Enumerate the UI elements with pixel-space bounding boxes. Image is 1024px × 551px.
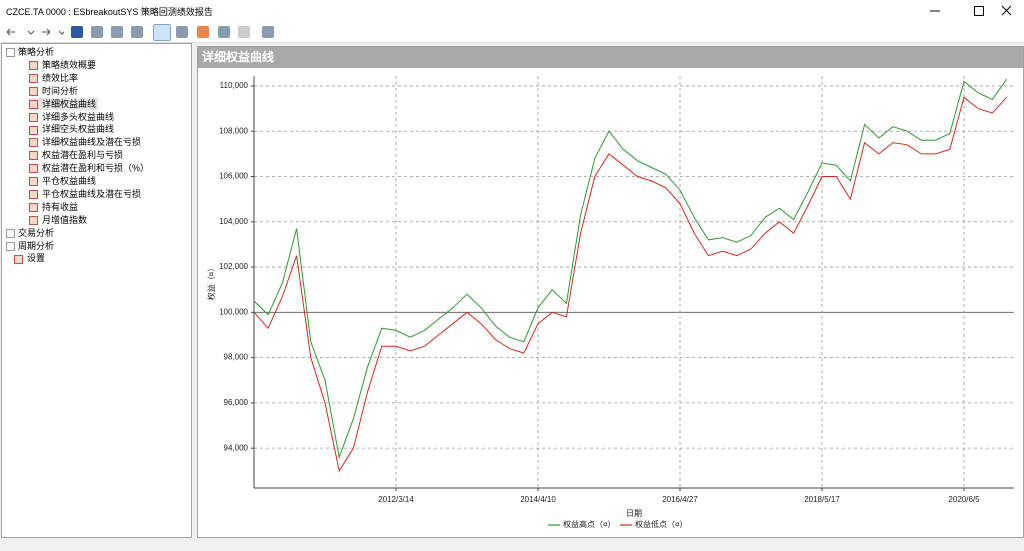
- close-button[interactable]: [990, 0, 1024, 22]
- item-icon: [29, 61, 38, 71]
- tree-item[interactable]: 策略绩效概要: [29, 59, 98, 71]
- tree-item-label[interactable]: 平仓权益曲线: [42, 176, 97, 186]
- y-tick-label: 108,000: [219, 126, 248, 135]
- tree-item-label[interactable]: 详细多头权益曲线: [42, 111, 115, 122]
- y-tick-label: 102,000: [219, 262, 248, 271]
- nav-tree: 策略分析策略绩效概要 绩效比率时间分析详细权益曲线详细多头权益曲线 详细空头权益曲线…: [1, 43, 192, 538]
- maximize-button[interactable]: [957, 0, 1001, 22]
- item-icon: [29, 112, 38, 122]
- y-tick-label: 96,000: [224, 398, 249, 407]
- x-tick-label: 2014/4/10: [520, 495, 556, 504]
- item-icon: [14, 254, 23, 264]
- tree-group-label[interactable]: 周期分析: [18, 240, 55, 251]
- x-tick-label: 2016/4/27: [662, 495, 698, 504]
- tree-item[interactable]: 权益潜在盈利和亏损（%）: [29, 162, 151, 174]
- tree-item-label[interactable]: 设置: [27, 253, 46, 264]
- y-tick-label: 100,000: [219, 307, 248, 316]
- tree-item[interactable]: 详细权益曲线: [29, 97, 99, 110]
- title-bar: CZCE.TA 0000 : ESbreakoutSYS 策略回测绩效报告: [0, 0, 1024, 22]
- series-line: [253, 78, 1008, 460]
- tree-item[interactable]: 平仓权益曲线及潜在亏损: [29, 188, 143, 200]
- tree-item-label[interactable]: 绩效比率: [42, 72, 79, 83]
- series-line: [253, 96, 1007, 473]
- item-icon: [29, 99, 38, 109]
- tree-item-label[interactable]: 持有收益: [42, 201, 79, 212]
- item-icon: [29, 190, 38, 200]
- item-icon: [29, 125, 38, 135]
- chart-button[interactable]: [262, 26, 274, 38]
- expander[interactable]: [6, 241, 15, 251]
- print-button[interactable]: [111, 26, 123, 38]
- tree-item[interactable]: 权益潜在盈利与亏损: [29, 149, 125, 161]
- tree-group-label[interactable]: 交易分析: [18, 227, 55, 238]
- tree-item-label[interactable]: 详细权益曲线及潜在亏损: [42, 137, 142, 148]
- tree-item[interactable]: 月增值指数: [29, 214, 89, 226]
- minimize-button[interactable]: [913, 0, 957, 22]
- x-axis-label: 日期: [626, 509, 642, 518]
- tree-group[interactable]: 策略分析: [6, 46, 54, 58]
- item-icon: [29, 73, 38, 83]
- zoom-in-button[interactable]: [197, 26, 209, 38]
- zoom-reset-button[interactable]: [238, 26, 250, 38]
- x-tick-label: 2018/5/17: [804, 495, 840, 504]
- tree-item[interactable]: 时间分析: [29, 85, 80, 97]
- tree-group[interactable]: 交易分析: [6, 227, 54, 239]
- tree-item-label[interactable]: 策略绩效概要: [42, 59, 97, 70]
- tree-item-label[interactable]: 详细权益曲线: [42, 98, 97, 109]
- tree-item-label[interactable]: 时间分析: [42, 85, 79, 96]
- expander[interactable]: [6, 48, 15, 58]
- tree-group[interactable]: 周期分析: [6, 240, 54, 252]
- y-axis-label: 权益（¤）: [206, 264, 216, 300]
- copy-button[interactable]: [91, 26, 103, 38]
- tree-item[interactable]: 详细多头权益曲线: [29, 111, 116, 123]
- save-button[interactable]: [71, 26, 83, 38]
- pan-button[interactable]: [176, 26, 188, 38]
- crosshair-button[interactable]: [153, 24, 171, 41]
- tree-item-label[interactable]: 权益潜在盈利与亏损: [42, 150, 124, 161]
- y-tick-label: 106,000: [219, 172, 248, 181]
- y-tick-label: 104,000: [219, 217, 248, 226]
- settings-button[interactable]: [131, 26, 143, 38]
- tree-item-label[interactable]: 月增值指数: [42, 214, 88, 225]
- tree-group-label[interactable]: 策略分析: [18, 47, 55, 57]
- item-icon: [29, 164, 38, 174]
- chart: 94,000 96,000 98,000 100,000 102,000 104,000 1…: [206, 76, 1014, 529]
- window-title: CZCE.TA 0000 : ESbreakoutSYS 策略回测绩效报告: [6, 7, 213, 17]
- tree-item-label[interactable]: 平仓权益曲线及潜在亏损: [42, 188, 142, 199]
- tree-item[interactable]: 详细空头权益曲线: [29, 123, 116, 135]
- x-tick-label: 2020/6/5: [948, 495, 980, 504]
- status-bar: [0, 538, 1024, 551]
- item-icon: [29, 177, 38, 187]
- tree-item-label[interactable]: 详细空头权益曲线: [42, 124, 115, 135]
- tree-item[interactable]: 持有收益: [29, 201, 80, 213]
- x-tick-label: 2012/3/14: [378, 495, 414, 504]
- nav-buttons[interactable]: [4, 22, 64, 42]
- tree-item[interactable]: 平仓权益曲线: [29, 175, 98, 187]
- toolbar: [0, 22, 1024, 43]
- y-tick-label: 94,000: [224, 443, 249, 452]
- tree-item[interactable]: 详细权益曲线及潜在亏损: [29, 136, 143, 148]
- y-tick-label: 110,000: [220, 81, 249, 90]
- item-icon: [29, 151, 38, 161]
- tree-item[interactable]: 绩效比率: [29, 72, 80, 84]
- y-tick-label: 98,000: [224, 353, 249, 362]
- tree-item-label[interactable]: 权益潜在盈利和亏损（%）: [42, 163, 150, 174]
- legend-label: 权益高点（¤）: [563, 519, 615, 529]
- item-icon: [29, 215, 38, 225]
- report-panel: 详细权益曲线 94,000 96,000 98,000 100,000 102,000 1…: [197, 46, 1024, 538]
- panel-title: 详细权益曲线: [198, 47, 1023, 68]
- item-icon: [29, 202, 38, 212]
- tree-item[interactable]: 设置: [14, 252, 47, 264]
- zoom-out-button[interactable]: [218, 26, 230, 38]
- item-icon: [29, 86, 38, 96]
- item-icon: [29, 138, 38, 148]
- expander[interactable]: [6, 228, 15, 238]
- legend-label: 权益低点（¤）: [635, 519, 687, 529]
